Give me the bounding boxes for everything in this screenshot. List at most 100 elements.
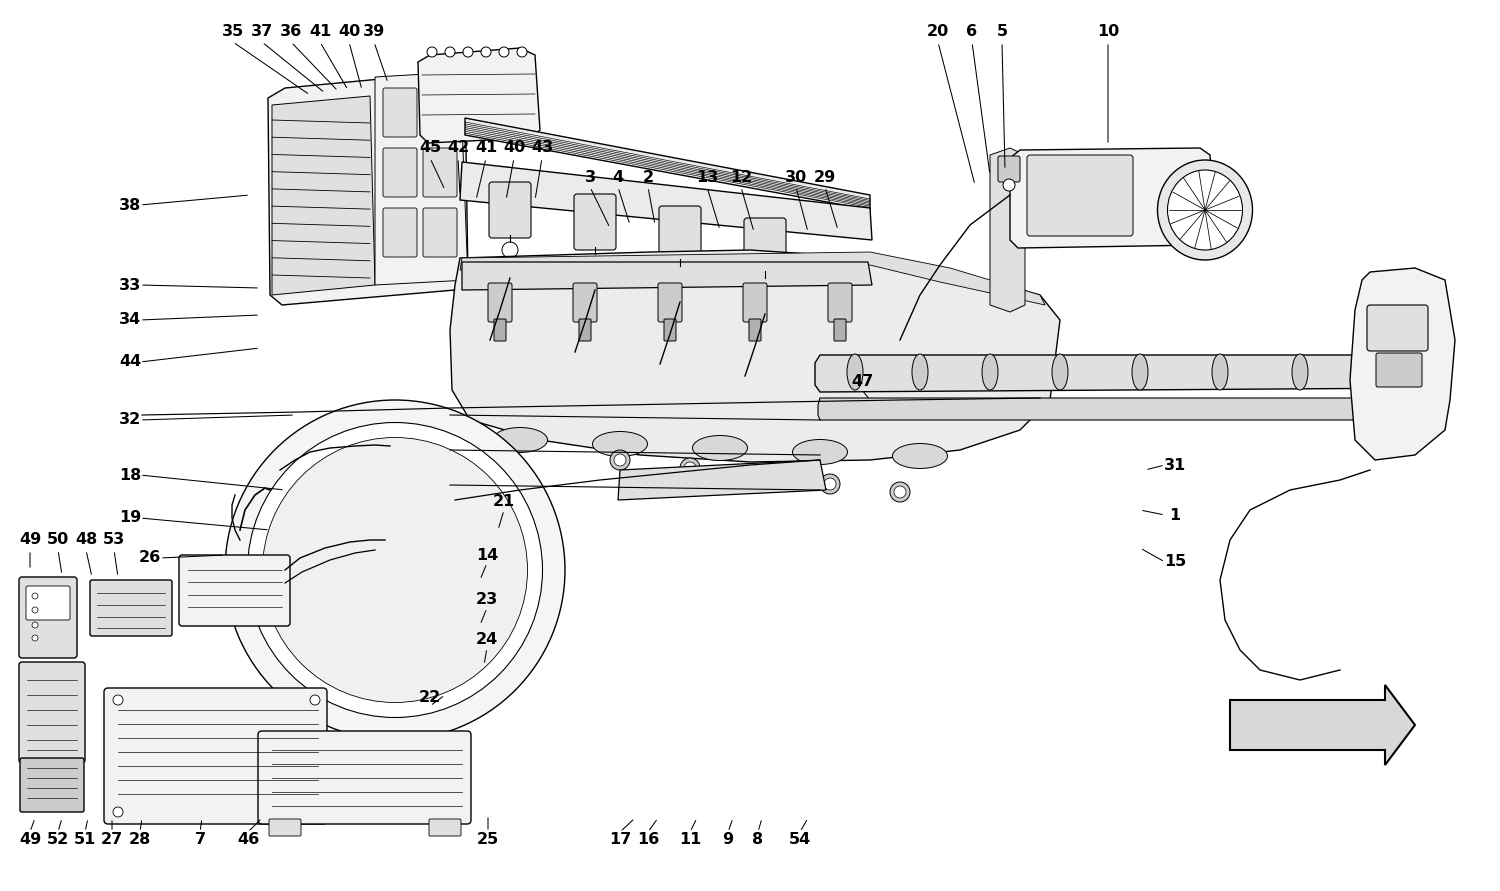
Circle shape (482, 47, 490, 57)
Ellipse shape (750, 466, 770, 486)
Polygon shape (375, 72, 468, 285)
FancyBboxPatch shape (834, 319, 846, 341)
FancyBboxPatch shape (573, 283, 597, 322)
Text: 13: 13 (696, 170, 718, 185)
Ellipse shape (1132, 354, 1148, 390)
Text: 14: 14 (476, 547, 498, 562)
Circle shape (310, 695, 320, 705)
Text: 29: 29 (815, 170, 836, 185)
Polygon shape (818, 398, 1432, 420)
Text: 18: 18 (118, 468, 141, 483)
Text: 34: 34 (118, 313, 141, 328)
FancyBboxPatch shape (26, 586, 70, 620)
Polygon shape (419, 48, 540, 143)
Text: 28: 28 (129, 832, 152, 847)
Text: 47: 47 (850, 374, 873, 389)
Ellipse shape (684, 462, 696, 474)
Text: 33: 33 (118, 277, 141, 292)
Polygon shape (465, 118, 870, 210)
Ellipse shape (894, 486, 906, 498)
Ellipse shape (1372, 354, 1388, 390)
Text: 52: 52 (46, 832, 69, 847)
Text: 41: 41 (476, 141, 496, 156)
FancyBboxPatch shape (494, 319, 506, 341)
Circle shape (32, 635, 38, 641)
Ellipse shape (847, 354, 862, 390)
Circle shape (446, 47, 454, 57)
Circle shape (518, 47, 526, 57)
Polygon shape (460, 252, 1046, 305)
Text: 11: 11 (680, 832, 700, 847)
Text: 31: 31 (1164, 457, 1186, 472)
Text: 3: 3 (585, 170, 596, 185)
FancyBboxPatch shape (268, 819, 302, 836)
Ellipse shape (1052, 354, 1068, 390)
Ellipse shape (592, 431, 648, 456)
FancyBboxPatch shape (104, 688, 327, 824)
FancyBboxPatch shape (658, 206, 700, 262)
Text: 45: 45 (419, 141, 441, 156)
Circle shape (1004, 179, 1016, 191)
FancyBboxPatch shape (579, 319, 591, 341)
FancyBboxPatch shape (1366, 305, 1428, 351)
FancyBboxPatch shape (20, 662, 86, 763)
Circle shape (672, 266, 688, 282)
Polygon shape (1010, 148, 1215, 248)
Ellipse shape (754, 470, 766, 482)
Text: 43: 43 (531, 141, 554, 156)
FancyBboxPatch shape (489, 182, 531, 238)
Text: 36: 36 (280, 24, 302, 39)
Polygon shape (1350, 268, 1455, 460)
Circle shape (112, 807, 123, 817)
Ellipse shape (680, 458, 700, 478)
Text: 49: 49 (20, 533, 40, 547)
Text: 50: 50 (46, 533, 69, 547)
Circle shape (464, 47, 472, 57)
Ellipse shape (1158, 160, 1252, 260)
Ellipse shape (912, 354, 928, 390)
Text: 19: 19 (118, 511, 141, 526)
Text: 42: 42 (447, 141, 470, 156)
FancyBboxPatch shape (664, 319, 676, 341)
Ellipse shape (614, 454, 626, 466)
Text: 1: 1 (1170, 508, 1180, 522)
FancyBboxPatch shape (178, 555, 290, 626)
Text: 15: 15 (1164, 554, 1186, 569)
Text: 32: 32 (118, 413, 141, 428)
FancyBboxPatch shape (742, 283, 766, 322)
Ellipse shape (821, 474, 840, 494)
Circle shape (427, 47, 436, 57)
Polygon shape (460, 162, 872, 240)
Ellipse shape (248, 422, 543, 717)
Text: 7: 7 (195, 832, 206, 847)
Ellipse shape (1212, 354, 1228, 390)
Text: 9: 9 (723, 832, 734, 847)
Text: 35: 35 (222, 24, 245, 39)
FancyBboxPatch shape (423, 88, 458, 137)
Polygon shape (815, 355, 1436, 392)
Text: 6: 6 (966, 24, 978, 39)
FancyBboxPatch shape (20, 577, 76, 658)
FancyBboxPatch shape (382, 88, 417, 137)
Text: 30: 30 (784, 170, 807, 185)
FancyBboxPatch shape (748, 319, 760, 341)
Ellipse shape (892, 444, 948, 469)
Circle shape (500, 47, 508, 57)
Text: 24: 24 (476, 633, 498, 648)
Text: 40: 40 (503, 141, 525, 156)
Text: 23: 23 (476, 593, 498, 608)
FancyBboxPatch shape (423, 148, 458, 197)
Circle shape (503, 242, 518, 258)
Circle shape (32, 622, 38, 628)
Text: 44: 44 (118, 355, 141, 370)
Polygon shape (1230, 685, 1414, 765)
FancyBboxPatch shape (744, 218, 786, 274)
FancyBboxPatch shape (20, 758, 84, 812)
Text: 51: 51 (74, 832, 96, 847)
Text: 17: 17 (609, 832, 631, 847)
Text: 16: 16 (638, 832, 658, 847)
Circle shape (32, 607, 38, 613)
Ellipse shape (492, 428, 548, 453)
Text: 25: 25 (477, 832, 500, 847)
Text: 54: 54 (789, 832, 812, 847)
